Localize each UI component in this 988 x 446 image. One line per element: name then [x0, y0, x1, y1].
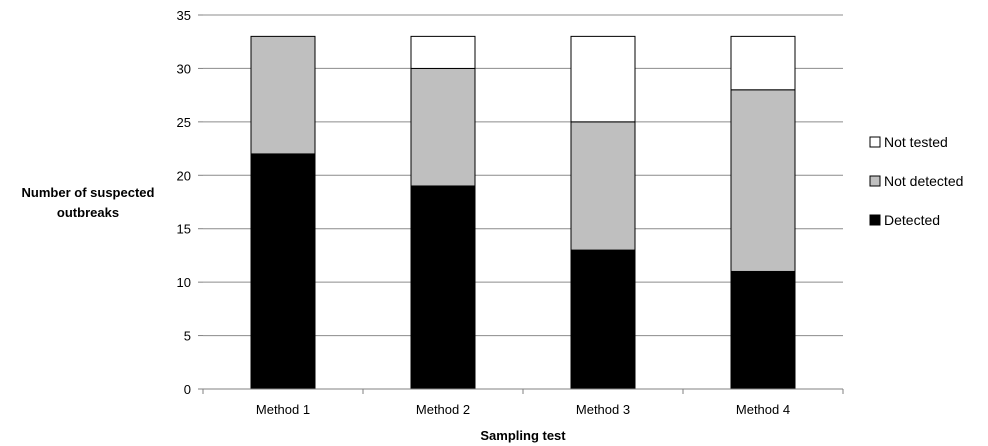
- legend-item: Not tested: [869, 134, 948, 150]
- bar-segment-not-detected: [730, 89, 796, 272]
- bar-stack: [570, 35, 636, 390]
- bar-segment-not-detected: [250, 35, 316, 155]
- bar-segment-not-tested: [570, 35, 636, 123]
- x-tick-label: Method 2: [416, 402, 470, 417]
- bar-segment-not-detected: [410, 67, 476, 187]
- legend-swatch: [869, 214, 881, 226]
- legend: Not tested Not detected Detected: [869, 134, 963, 228]
- x-axis-title: Sampling test: [480, 428, 566, 443]
- legend-label: Detected: [884, 212, 940, 228]
- x-tick-label: Method 4: [736, 402, 790, 417]
- legend-item: Not detected: [869, 173, 963, 189]
- y-tick-label: 15: [177, 222, 191, 237]
- bar-segment-detected: [730, 270, 796, 390]
- y-axis-title-line-1: Number of suspected: [22, 185, 155, 200]
- bar-segment-not-tested: [730, 35, 796, 91]
- y-axis-title: Number of suspected outbreaks: [22, 185, 155, 220]
- legend-item: Detected: [869, 212, 940, 228]
- y-tick-label: 0: [184, 382, 191, 397]
- bar-segment-not-tested: [410, 35, 476, 69]
- bar-segment-detected: [250, 153, 316, 390]
- y-axis-title-line-2: outbreaks: [57, 205, 119, 220]
- bar-segment-detected: [410, 185, 476, 390]
- legend-swatch: [869, 136, 881, 148]
- y-tick-label: 20: [177, 168, 191, 183]
- x-axis-ticks: Method 1 Method 2 Method 3 Method 4: [202, 389, 844, 417]
- bar-stack: [410, 35, 476, 390]
- bar-stack: [730, 35, 796, 390]
- bar-segment-not-detected: [570, 121, 636, 251]
- y-tick-label: 25: [177, 115, 191, 130]
- bars: [250, 35, 796, 390]
- legend-swatch: [869, 175, 881, 187]
- legend-label: Not tested: [884, 134, 948, 150]
- bar-segment-detected: [570, 249, 636, 390]
- y-tick-label: 10: [177, 275, 191, 290]
- y-axis-ticks: 0 5 10 15 20 25 30 35: [177, 8, 203, 397]
- y-tick-label: 5: [184, 329, 191, 344]
- x-tick-label: Method 3: [576, 402, 630, 417]
- x-tick-label: Method 1: [256, 402, 310, 417]
- y-tick-label: 35: [177, 8, 191, 23]
- bar-stack: [250, 35, 316, 390]
- y-tick-label: 30: [177, 61, 191, 76]
- legend-label: Not detected: [884, 173, 963, 189]
